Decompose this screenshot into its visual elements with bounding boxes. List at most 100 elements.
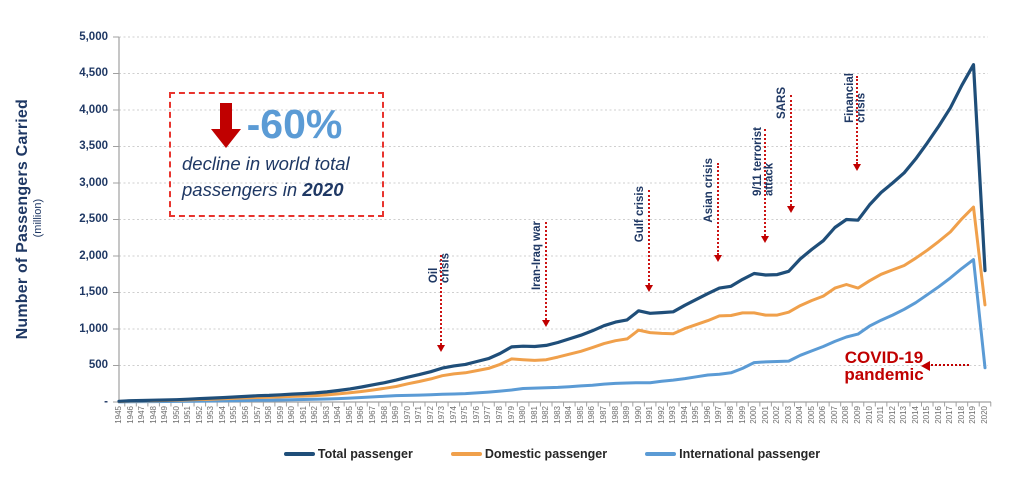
x-axis-tick-label: 1979	[506, 406, 516, 424]
gulf-crisis-arrow-line	[648, 190, 650, 285]
iran-iraq-war-arrow-line	[545, 222, 547, 320]
x-axis-tick-label: 1984	[564, 406, 574, 424]
legend-line-swatch	[450, 452, 482, 456]
covid-arrow-dotted-line	[931, 364, 969, 366]
y-axis-tick-label: 3,500	[79, 140, 108, 152]
annotation-iran-iraq-war: Iran-Iraq war	[530, 221, 543, 291]
x-axis-tick-label: 1966	[356, 406, 366, 424]
international-passenger-line	[117, 258, 987, 404]
x-axis-tick-label: 1997	[714, 406, 724, 424]
x-axis-tick-label: 2018	[956, 406, 966, 424]
decline-description: decline in world total passengers in 202…	[171, 151, 382, 203]
legend-label: Domestic passenger	[484, 447, 608, 461]
x-axis-tick-label: 1950	[171, 406, 181, 424]
x-axis-tick-label: 1961	[298, 406, 308, 424]
x-axis-tick-label: 1985	[575, 406, 585, 424]
annotation-covid19-pandemic: COVID-19 pandemic	[834, 348, 934, 384]
x-axis-tick-label: 2012	[887, 406, 897, 424]
x-axis-tick-label: 2015	[922, 406, 932, 424]
x-axis-tick-label: 2011	[876, 406, 886, 424]
annotation-sars: SARS	[775, 87, 788, 119]
y-axis-tick-label: 2,000	[79, 249, 108, 262]
x-axis-tick-label: 1988	[610, 406, 620, 424]
annotation-september-11-terrorist-attack: 9/11 terrorist attack	[751, 127, 776, 197]
x-axis-tick-label: 1954	[217, 406, 227, 424]
financial-crisis-arrow-head-icon	[852, 164, 861, 171]
x-axis-tick-label: 1947	[137, 406, 147, 424]
x-axis-tick-label: 1977	[483, 406, 493, 424]
x-axis-tick-label: 2019	[968, 406, 978, 424]
sars-arrow-head-icon	[786, 206, 795, 213]
x-axis-tick-label: 2016	[933, 406, 943, 424]
y-axis-tick-label: -	[104, 395, 108, 408]
decline-description-line1: decline in world total	[182, 153, 350, 174]
x-axis-tick-label: 1974	[448, 406, 458, 424]
x-axis-tick-label: 2014	[910, 406, 920, 424]
x-axis-tick-label: 1957	[252, 406, 262, 424]
iran-iraq-war-arrow-head-icon	[541, 320, 550, 327]
legend-item-domestic-passenger: Domestic passenger	[450, 447, 608, 461]
x-axis-tick-label: 1980	[518, 406, 528, 424]
x-axis-tick-label: 1953	[206, 406, 216, 424]
x-axis-tick-label: 1990	[633, 406, 643, 424]
legend: Total passenger Domestic passenger Interna…	[119, 447, 985, 461]
x-axis-tick-label: 2017	[945, 406, 955, 424]
total-passenger-line	[117, 63, 987, 403]
x-axis-tick-label: 1945	[114, 406, 123, 424]
x-axis-tick-label: 1991	[645, 406, 655, 424]
covid-label-line1: COVID-19	[844, 348, 924, 367]
x-axis-tick-label: 2009	[852, 406, 862, 424]
x-axis-tick-label: 2007	[829, 406, 839, 424]
x-axis-tick-label: 2006	[818, 406, 828, 424]
x-axis-tick-label: 2004	[795, 406, 805, 424]
x-axis-tick-label: 2008	[841, 406, 851, 424]
x-axis-tick-label: 2010	[864, 406, 874, 424]
x-axis-tick-label: 1975	[460, 406, 470, 424]
x-axis-tick-label: 1994	[679, 406, 689, 424]
x-axis-tick-label: 1981	[529, 406, 539, 424]
annotation-gulf-crisis: Gulf crisis	[633, 186, 646, 243]
x-axis-tick-label: 1982	[541, 406, 551, 424]
september-11-terrorist-attack-arrow-line	[764, 129, 766, 236]
x-axis-tick-label: 1948	[148, 406, 158, 424]
x-axis-tick-label: 2000	[749, 406, 759, 424]
legend-line-swatch	[283, 452, 315, 456]
x-axis-tick-label: 1978	[495, 406, 505, 424]
gulf-crisis-arrow-head-icon	[644, 285, 653, 292]
x-axis-tick-label: 1968	[379, 406, 389, 424]
x-axis-tick-label: 1995	[691, 406, 701, 424]
x-axis-tick-label: 1964	[333, 406, 343, 424]
x-axis-tick-label: 1998	[725, 406, 735, 424]
x-axis-tick-label: 1958	[264, 406, 274, 424]
x-axis-tick-label: 1983	[552, 406, 562, 424]
asian-crisis-arrow-line	[717, 163, 719, 255]
x-axis-tick-label: 2005	[806, 406, 816, 424]
decline-callout-top-row: -60%	[171, 98, 382, 150]
x-axis-tick-label: 1996	[702, 406, 712, 424]
y-axis-tick-label: 2,500	[79, 213, 108, 225]
x-axis-tick-label: 1956	[241, 406, 250, 424]
x-axis-tick-label: 1959	[275, 406, 285, 424]
x-axis-tick-label: 2003	[783, 406, 793, 424]
y-axis-tick-label: 5,000	[79, 30, 108, 43]
sars-arrow-line	[790, 95, 792, 206]
x-axis-tick-label: 1970	[402, 406, 412, 424]
decline-year: 2020	[302, 179, 344, 200]
x-axis-tick-label: 1960	[287, 406, 297, 424]
x-axis-tick-label: 1986	[587, 406, 597, 424]
x-axis-tick-label: 1955	[229, 406, 239, 424]
asian-crisis-arrow-head-icon	[713, 255, 722, 262]
x-axis-tick-label: 1992	[656, 406, 666, 424]
x-axis-tick-label: 2001	[760, 406, 770, 424]
covid-label-line2: pandemic	[844, 364, 924, 384]
x-axis-tick-label: 2002	[772, 406, 782, 424]
financial-crisis-arrow-line	[856, 76, 858, 164]
x-axis-tick-label: 2020	[980, 406, 989, 424]
x-axis-tick-label: 1989	[622, 406, 632, 424]
annotation-oil-crisis: Oil crisis	[427, 253, 452, 284]
annotation-asian-crisis: Asian crisis	[702, 158, 715, 223]
x-axis-tick-label: 1987	[598, 406, 608, 424]
x-axis-tick-label: 1963	[321, 406, 331, 424]
